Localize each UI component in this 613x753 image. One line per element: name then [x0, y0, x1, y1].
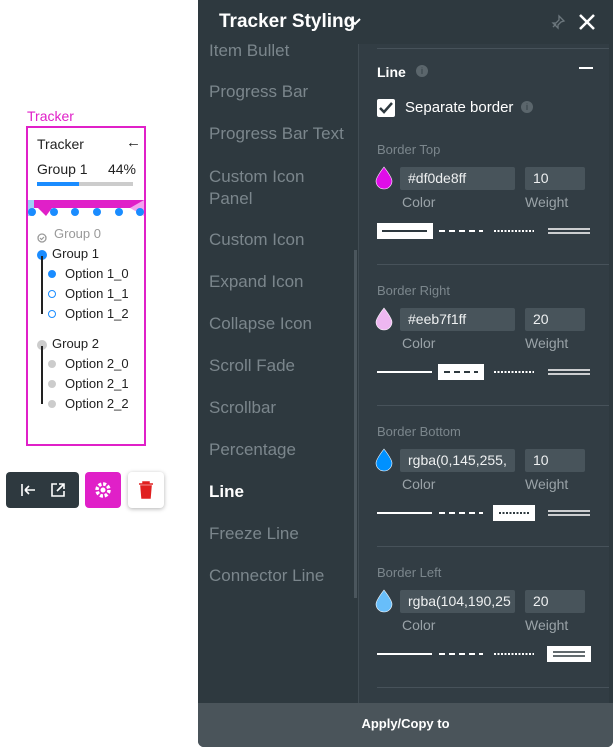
title-dropdown[interactable]: [348, 16, 362, 28]
group-bullet: [37, 250, 47, 260]
option-bullet: [48, 310, 56, 318]
menu-item[interactable]: Progress Bar: [209, 82, 309, 101]
color-drop[interactable]: [375, 166, 393, 190]
group-name[interactable]: Group 1: [52, 246, 99, 261]
widget-label: Tracker: [27, 108, 74, 124]
line-style-picker[interactable]: [377, 363, 597, 383]
panel-header: [198, 0, 613, 44]
menu-item[interactable]: Custom Icon: [209, 230, 305, 249]
settings-button[interactable]: [85, 472, 121, 508]
styling-panel: Tracker Styling Apply/Copy to Line i Sep…: [198, 0, 613, 747]
weight-input[interactable]: 20: [525, 308, 585, 331]
menu-item[interactable]: Line: [209, 482, 244, 501]
color-input[interactable]: rgba(104,190,25: [400, 590, 515, 613]
color-drop[interactable]: [375, 307, 393, 331]
delete-button[interactable]: [128, 472, 164, 508]
weight-input[interactable]: 20: [525, 590, 585, 613]
toolbar-group: [6, 472, 79, 508]
option-name[interactable]: Option 2_2: [65, 396, 129, 411]
section-divider: [377, 48, 609, 49]
border-title: Border Left: [377, 565, 442, 580]
color-label: Color: [402, 476, 436, 492]
menu-item[interactable]: Percentage: [209, 440, 296, 459]
collapse-section[interactable]: [579, 67, 593, 69]
checkbox-label: Separate border: [405, 99, 514, 116]
menu-item[interactable]: Collapse Icon: [209, 314, 313, 333]
pin-button[interactable]: [550, 14, 566, 30]
line-style-picker[interactable]: [377, 504, 597, 524]
weight-label: Weight: [525, 476, 569, 492]
weight-label: Weight: [525, 617, 569, 633]
menu-item[interactable]: Connector Line: [209, 566, 325, 585]
color-drop[interactable]: [375, 448, 393, 472]
checkbox[interactable]: [377, 99, 395, 117]
close-button[interactable]: [578, 13, 596, 31]
menu-scrollbar[interactable]: [354, 250, 357, 598]
option-name[interactable]: Option 2_0: [65, 356, 129, 371]
info-icon[interactable]: i: [416, 65, 428, 77]
line-style-picker[interactable]: [377, 645, 597, 665]
border-title: Border Right: [377, 283, 450, 298]
open-external-button[interactable]: [50, 482, 66, 498]
section-divider: [377, 546, 609, 547]
color-label: Color: [402, 335, 436, 351]
option-bullet: [48, 270, 56, 278]
section-divider: [377, 687, 609, 688]
section-divider: [377, 264, 609, 265]
group-bullet: [37, 230, 47, 243]
border-title: Border Bottom: [377, 424, 461, 439]
line-style-picker[interactable]: [377, 222, 597, 242]
option-bullet: [48, 400, 56, 408]
section-title: Line: [377, 64, 406, 80]
option-name[interactable]: Option 1_1: [65, 286, 129, 301]
color-label: Color: [402, 617, 436, 633]
option-bullet: [48, 380, 56, 388]
border-title: Border Top: [377, 142, 441, 157]
menu-item[interactable]: Progress Bar Text: [209, 124, 344, 143]
menu-item[interactable]: Item Bullet: [209, 41, 290, 60]
weight-label: Weight: [525, 335, 569, 351]
menu-item[interactable]: Custom Icon Panel: [209, 167, 305, 208]
footer-bar: [198, 703, 613, 747]
group-label: Group 1: [37, 161, 88, 177]
option-bullet: [48, 290, 56, 298]
weight-input[interactable]: 10: [525, 449, 585, 472]
collapse-arrow[interactable]: ←: [126, 134, 141, 151]
weight-label: Weight: [525, 194, 569, 210]
color-input[interactable]: #eeb7f1ff: [400, 308, 515, 331]
connector-line: [41, 346, 43, 404]
color-input[interactable]: rgba(0,145,255,: [400, 449, 515, 472]
group-name[interactable]: Group 0: [54, 226, 101, 241]
menu-item[interactable]: Scroll Fade: [209, 356, 295, 375]
tracker-widget[interactable]: Tracker ← Group 1 44% Group 0 Group 1 Opti…: [26, 126, 146, 446]
tracker-header: Tracker: [37, 136, 84, 152]
apply-copy-button[interactable]: Apply/Copy to: [361, 716, 450, 731]
menu-item[interactable]: Expand Icon: [209, 272, 304, 291]
group-bullet: [37, 340, 47, 350]
bullet-row: [28, 200, 144, 216]
align-left-button[interactable]: [20, 482, 36, 498]
option-name[interactable]: Option 2_1: [65, 376, 129, 391]
progress-track: [37, 182, 133, 186]
option-name[interactable]: Option 1_0: [65, 266, 129, 281]
panel-title[interactable]: Tracker Styling: [219, 11, 356, 32]
option-name[interactable]: Option 1_2: [65, 306, 129, 321]
color-input[interactable]: #df0de8ff: [400, 167, 515, 190]
progress-bar: [37, 182, 80, 186]
weight-input[interactable]: 10: [525, 167, 585, 190]
color-drop[interactable]: [375, 589, 393, 613]
progress-label: 44%: [107, 161, 136, 177]
group-name[interactable]: Group 2: [52, 336, 99, 351]
menu-item[interactable]: Scrollbar: [209, 398, 277, 417]
info-icon[interactable]: i: [521, 101, 533, 113]
option-bullet: [48, 360, 56, 368]
connector-line: [41, 256, 43, 314]
color-label: Color: [402, 194, 436, 210]
menu-item[interactable]: Freeze Line: [209, 524, 299, 543]
section-divider: [377, 405, 609, 406]
